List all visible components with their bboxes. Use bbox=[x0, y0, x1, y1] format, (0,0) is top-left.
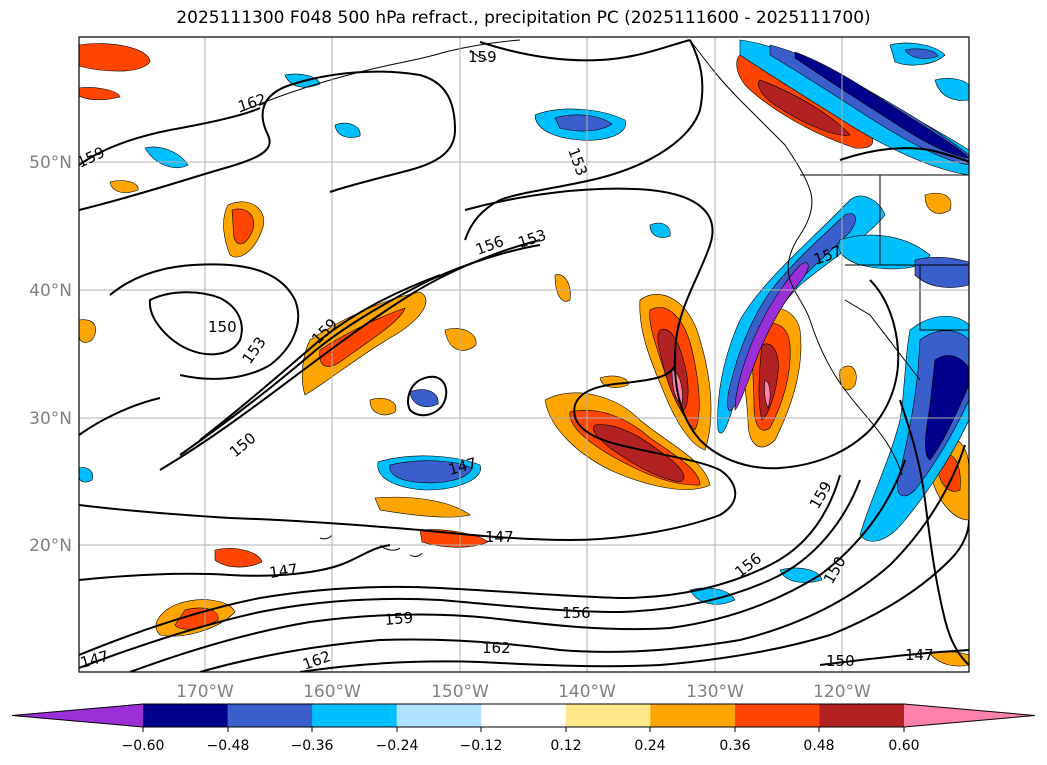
lon-label-130w: 130°W bbox=[686, 682, 744, 702]
coastlines bbox=[239, 39, 969, 557]
colorbar-tick-label: −0.36 bbox=[291, 738, 334, 754]
colorbar-swatches bbox=[11, 703, 1036, 728]
contour-label: 147 bbox=[485, 528, 514, 546]
refractivity-contours bbox=[79, 39, 969, 672]
contour-label: 162 bbox=[482, 639, 511, 657]
map-frame bbox=[78, 36, 970, 673]
contour-label: 150 bbox=[826, 652, 855, 670]
lon-label-170w: 170°W bbox=[176, 682, 234, 702]
contour-label: 159 bbox=[468, 48, 497, 66]
colorbar-swatch bbox=[396, 704, 482, 727]
colorbar-tick-label: 0.24 bbox=[634, 738, 665, 754]
colorbar-swatch bbox=[650, 704, 736, 727]
positive-precip-shading bbox=[79, 43, 969, 667]
colorbar-tick-label: −0.48 bbox=[207, 738, 250, 754]
lon-label-150w: 150°W bbox=[431, 682, 489, 702]
colorbar-swatch bbox=[227, 704, 313, 727]
colorbar-swatch bbox=[481, 704, 567, 727]
lat-label-20n: 20°N bbox=[29, 536, 72, 556]
lat-label-50n: 50°N bbox=[29, 153, 72, 173]
contour-label: 159 bbox=[384, 609, 414, 629]
colorbar-extend-max bbox=[904, 704, 1035, 727]
lon-label-140w: 140°W bbox=[558, 682, 616, 702]
contour-label: 156 bbox=[562, 604, 591, 622]
map-background bbox=[79, 37, 969, 672]
colorbar-tick-label: 0.48 bbox=[803, 738, 834, 754]
colorbar-extend-min bbox=[12, 704, 143, 727]
colorbar-swatch bbox=[565, 704, 651, 727]
lat-label-30n: 30°N bbox=[29, 409, 72, 429]
lat-label-40n: 40°N bbox=[29, 281, 72, 301]
colorbar-swatch bbox=[734, 704, 821, 727]
longitude-labels: 170°W 160°W 150°W 140°W 130°W 120°W bbox=[176, 682, 871, 702]
contour-label: 147 bbox=[268, 560, 299, 582]
colorbar-swatch bbox=[819, 704, 905, 727]
colorbar-tick-label: −0.24 bbox=[376, 738, 419, 754]
colorbar-tick-label: −0.12 bbox=[460, 738, 503, 754]
colorbar-tick-label: 0.36 bbox=[719, 738, 750, 754]
contour-label: 150 bbox=[208, 318, 237, 336]
lon-label-160w: 160°W bbox=[303, 682, 361, 702]
colorbar-tick-label: −0.60 bbox=[122, 738, 165, 754]
lon-label-120w: 120°W bbox=[813, 682, 871, 702]
colorbar-tick-labels: −0.60 −0.48 −0.36 −0.24 −0.12 0.12 0.24 … bbox=[122, 738, 920, 754]
colorbar-swatch bbox=[312, 704, 398, 727]
colorbar-tick-label: 0.60 bbox=[888, 738, 919, 754]
colorbar-swatch bbox=[143, 704, 229, 727]
contour-label: 147 bbox=[905, 646, 934, 664]
map-title: 2025111300 F048 500 hPa refract., precip… bbox=[176, 8, 871, 28]
colorbar-tick-label: 0.12 bbox=[550, 738, 581, 754]
latitude-labels: 50°N 40°N 30°N 20°N bbox=[29, 153, 72, 556]
colorbar-ticks bbox=[142, 727, 905, 732]
colorbar: −0.60 −0.48 −0.36 −0.24 −0.12 0.12 0.24 … bbox=[11, 703, 1036, 754]
